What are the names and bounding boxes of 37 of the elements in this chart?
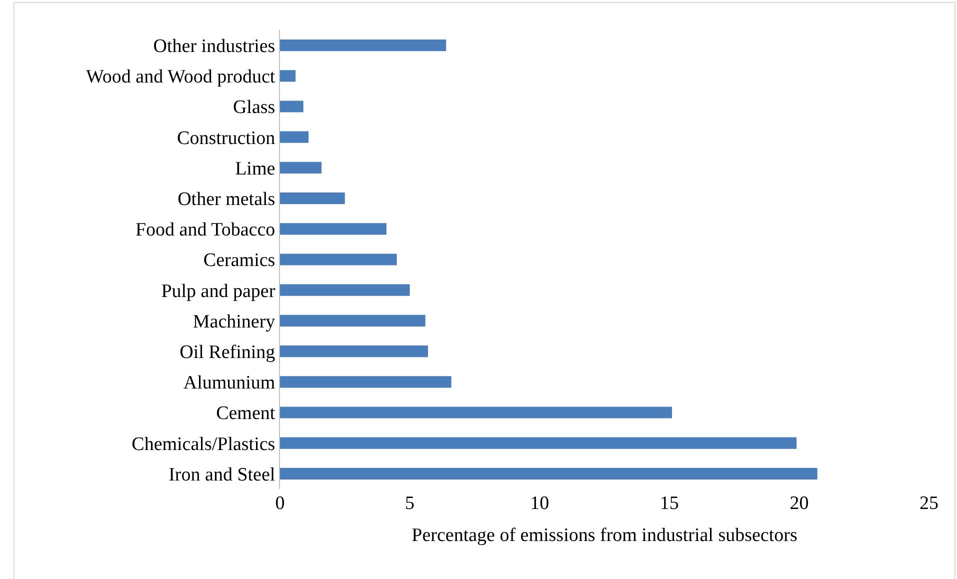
bar xyxy=(280,437,797,449)
x-axis-title: Percentage of emissions from industrial subsectors xyxy=(412,524,798,546)
bar xyxy=(280,468,818,480)
y-tick-label: Alumunium xyxy=(183,372,276,394)
y-tick-label: Other metals xyxy=(178,188,276,210)
y-tick-label: Oil Refining xyxy=(180,342,276,363)
bar xyxy=(280,70,296,82)
y-tick-label: Glass xyxy=(232,97,276,118)
x-tick-label: 25 xyxy=(920,493,938,514)
y-tick-label: Machinery xyxy=(192,311,276,332)
y-tick-label: Wood and Wood product xyxy=(86,66,276,88)
bar xyxy=(280,131,309,143)
bar xyxy=(280,223,386,235)
y-tick-label: Other industries xyxy=(153,36,276,57)
y-tick-label: Lime xyxy=(235,158,276,180)
x-tick-label: 20 xyxy=(790,493,809,514)
bar xyxy=(280,314,426,327)
bar xyxy=(280,162,322,174)
y-tick-label: Construction xyxy=(177,128,276,149)
bar xyxy=(280,284,410,296)
bar xyxy=(280,100,304,112)
y-tick-label: Ceramics xyxy=(203,250,276,272)
y-tick-label: Chemicals/Plastics xyxy=(132,434,276,455)
bar xyxy=(280,192,345,204)
bar xyxy=(280,376,452,388)
bar xyxy=(280,345,428,358)
y-tick-label: Food and Tobacco xyxy=(135,220,276,241)
y-tick-label: Iron and Steel xyxy=(168,464,276,486)
bar xyxy=(280,254,397,266)
x-tick-label: 0 xyxy=(275,493,285,514)
x-tick-label: 10 xyxy=(530,493,550,514)
y-tick-label: Cement xyxy=(216,403,276,424)
x-tick-label: 15 xyxy=(660,493,679,514)
x-tick-label: 5 xyxy=(405,493,415,514)
bar xyxy=(280,39,446,52)
y-tick-label: Pulp and paper xyxy=(161,280,276,302)
bar xyxy=(280,406,672,418)
